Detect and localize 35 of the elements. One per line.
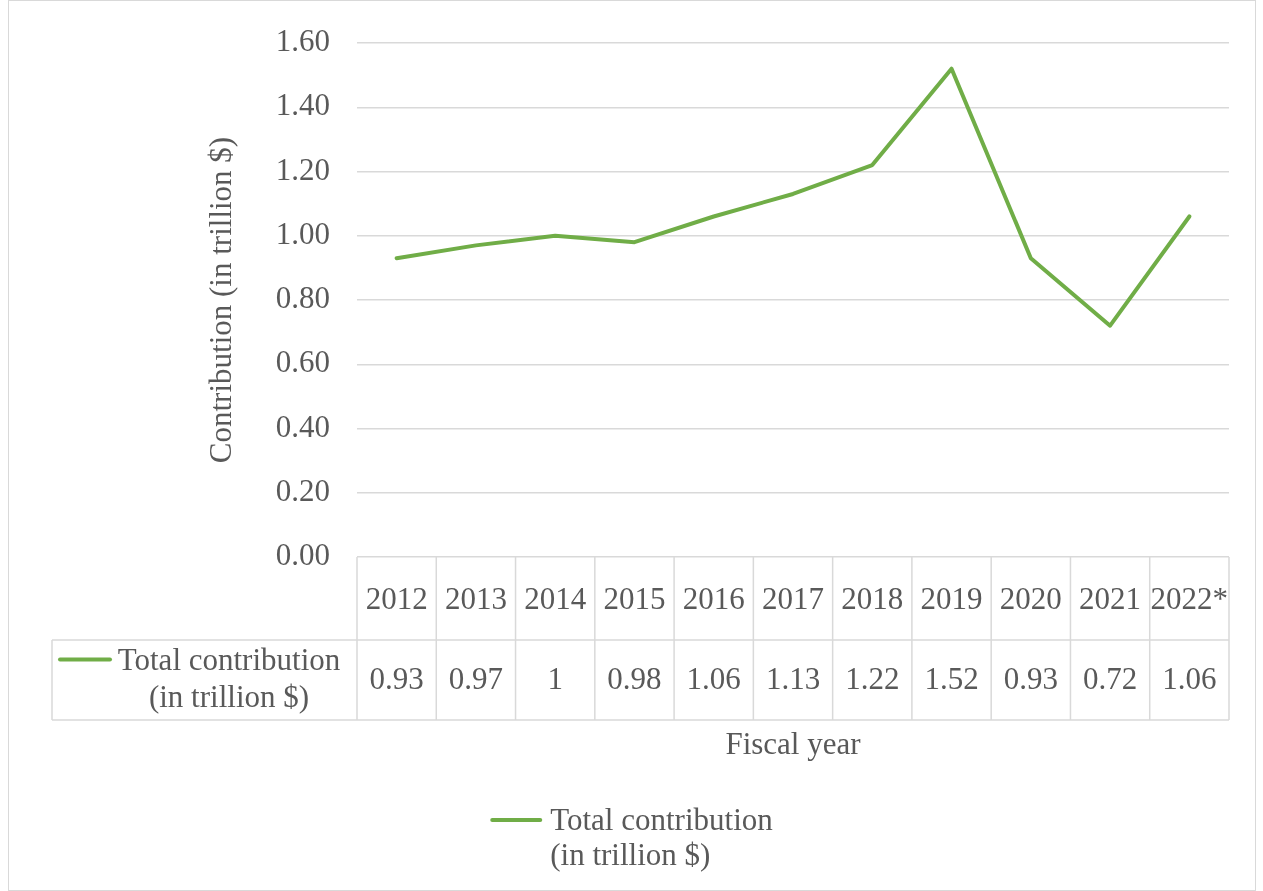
x-tick-label: 2016	[682, 580, 745, 616]
data-label: 0.98	[607, 661, 662, 697]
x-tick-label: 2017	[762, 580, 824, 616]
legend-label: Total contribution (in trillion $)	[117, 641, 341, 714]
y-tick-label: 1.00	[275, 215, 330, 251]
x-tick-label: 2021	[1079, 580, 1142, 616]
data-label: 0.93	[1003, 661, 1058, 697]
x-tick-label: 2015	[603, 580, 666, 616]
text: Total contribution (in trillion $)	[550, 802, 773, 873]
y-tick-label: 0.40	[275, 408, 330, 444]
x-axis-title: Fiscal year	[725, 726, 862, 762]
y-tick-label: 0.20	[275, 472, 330, 508]
data-label: 1.22	[845, 661, 900, 697]
data-label: 1.06	[1162, 661, 1217, 697]
y-tick-label: 0.60	[275, 344, 330, 380]
x-tick-label: 2018	[841, 580, 904, 616]
y-tick-label: 1.20	[275, 151, 330, 187]
x-tick-label: 2022*	[1150, 580, 1229, 616]
y-tick-label: 0.00	[275, 537, 330, 573]
x-tick-label: 2013	[444, 580, 507, 616]
data-label: 0.72	[1082, 661, 1138, 697]
x-tick-label: 2020	[999, 580, 1062, 616]
data-label: 1.52	[924, 661, 979, 697]
x-tick-label: 2019	[920, 580, 983, 616]
x-tick-label: 2012	[365, 580, 428, 616]
data-label: 1	[547, 661, 563, 697]
y-tick-label: 1.60	[275, 23, 330, 59]
x-tick-label: 2014	[524, 580, 587, 616]
data-label: 0.93	[369, 661, 424, 697]
data-label: 1.06	[686, 661, 741, 697]
y-tick-label: 1.40	[275, 87, 330, 123]
y-tick-label: 0.80	[275, 280, 330, 316]
data-label: 1.13	[765, 661, 821, 697]
y-axis-title: Contribution (in trillion $)	[202, 136, 238, 464]
data-label: 0.97	[448, 661, 504, 697]
